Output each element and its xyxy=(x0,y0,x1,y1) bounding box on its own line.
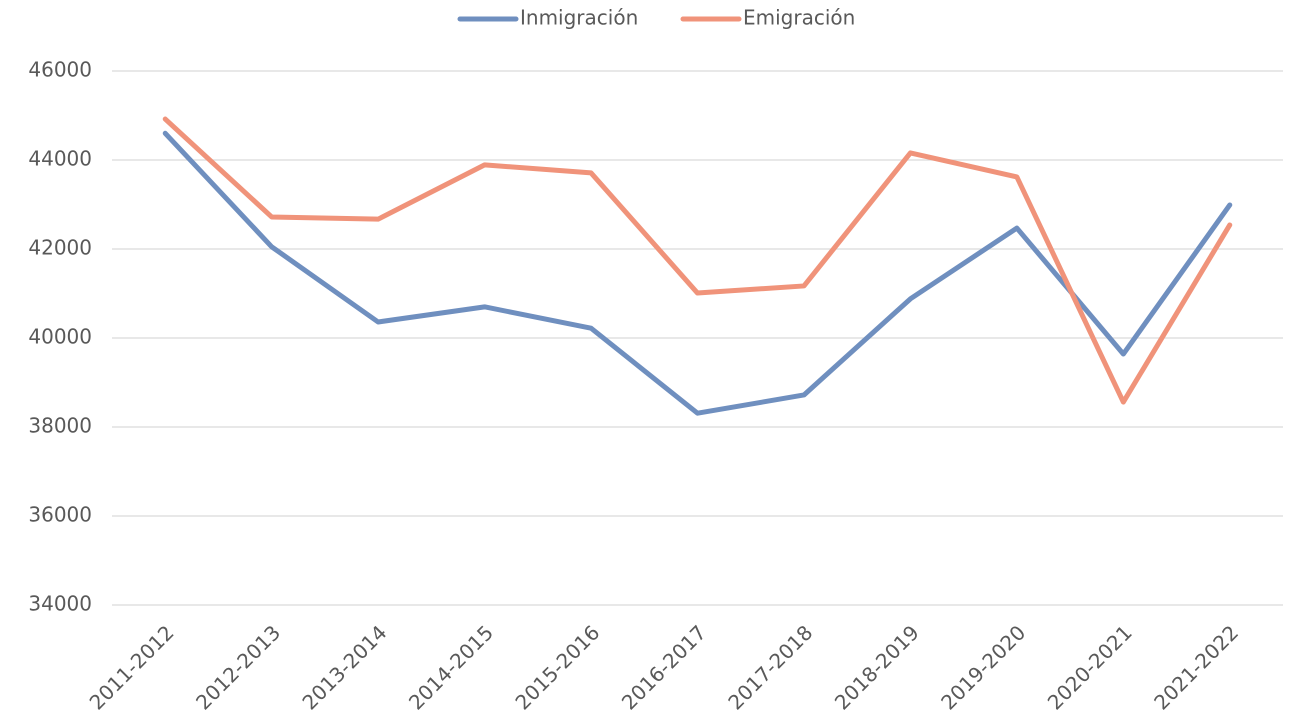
legend-label: Emigración xyxy=(743,6,855,30)
x-tick-label: 2016-2017 xyxy=(617,620,711,714)
x-tick-label: 2021-2022 xyxy=(1149,620,1243,714)
x-tick-label: 2015-2016 xyxy=(510,620,604,714)
x-tick-label: 2019-2020 xyxy=(936,620,1030,714)
x-tick-label: 2018-2019 xyxy=(830,620,924,714)
legend-label: Inmigración xyxy=(520,6,638,30)
x-tick-label: 2014-2015 xyxy=(404,620,498,714)
y-tick-label: 38000 xyxy=(28,414,92,438)
x-tick-label: 2017-2018 xyxy=(723,620,817,714)
y-tick-label: 34000 xyxy=(28,592,92,616)
x-tick-label: 2013-2014 xyxy=(298,620,392,714)
y-tick-label: 36000 xyxy=(28,503,92,527)
x-tick-label: 2020-2021 xyxy=(1043,620,1137,714)
line-series xyxy=(162,116,1233,405)
y-tick-label: 42000 xyxy=(28,236,92,260)
y-tick-label: 46000 xyxy=(28,58,92,82)
y-tick-label: 40000 xyxy=(28,325,92,349)
x-tick-label: 2012-2013 xyxy=(191,620,285,714)
line-series xyxy=(162,130,1233,416)
x-tick-label: 2011-2012 xyxy=(85,620,179,714)
y-tick-label: 44000 xyxy=(28,147,92,171)
